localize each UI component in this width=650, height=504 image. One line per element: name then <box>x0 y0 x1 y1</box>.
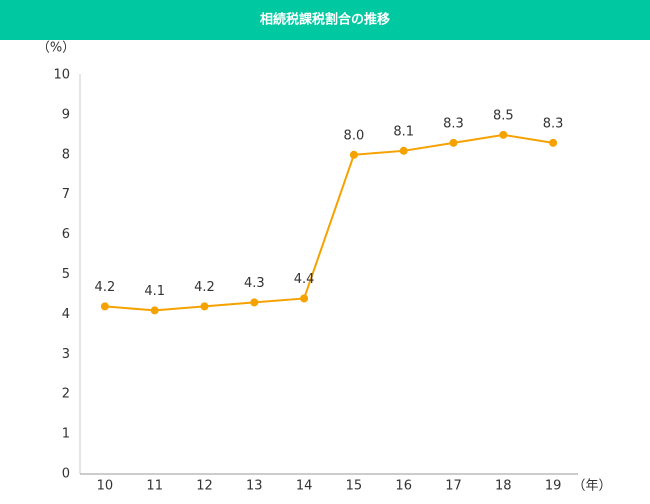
point <box>100 302 109 311</box>
y-tick-label: 8 <box>62 147 70 162</box>
y-tick-label: 6 <box>62 227 70 242</box>
x-tick-label: 13 <box>246 479 263 494</box>
y-tick-label: 5 <box>62 267 70 282</box>
value-label: 8.3 <box>543 116 564 131</box>
y-tick-label: 7 <box>62 187 70 202</box>
y-tick-label: 9 <box>62 107 70 122</box>
value-label: 4.2 <box>95 280 116 295</box>
x-tick-label: 16 <box>395 479 412 494</box>
value-label: 4.1 <box>144 284 165 299</box>
point <box>200 302 209 311</box>
x-tick-label: 11 <box>146 479 163 494</box>
x-tick-label: 12 <box>196 479 213 494</box>
x-tick-label: 18 <box>495 479 512 494</box>
y-tick-label: 4 <box>62 307 70 322</box>
point <box>399 146 408 155</box>
x-tick-label: 19 <box>545 479 562 494</box>
value-label: 4.3 <box>244 276 265 291</box>
x-tick-label: 17 <box>445 479 462 494</box>
y-tick-label: 2 <box>62 387 70 402</box>
value-label: 8.1 <box>393 124 414 139</box>
y-tick-label: 10 <box>53 68 70 83</box>
x-tick-label: 15 <box>346 479 363 494</box>
point <box>349 150 358 159</box>
point <box>549 138 558 147</box>
point <box>449 138 458 147</box>
point <box>250 298 259 307</box>
value-label: 8.3 <box>443 116 464 131</box>
line <box>104 133 554 312</box>
value-label: 8.5 <box>493 108 514 123</box>
x-tick-label: 10 <box>97 479 114 494</box>
value-label: 4.4 <box>294 272 315 287</box>
y-axis-unit: （%） <box>37 41 75 56</box>
value-label: 8.0 <box>344 128 365 143</box>
y-tick-label: 3 <box>62 347 70 362</box>
point <box>150 306 159 315</box>
point <box>499 130 508 139</box>
title-bar <box>0 0 650 40</box>
point <box>300 294 309 303</box>
x-axis-unit: （年） <box>572 479 611 494</box>
y-tick-label: 0 <box>62 467 70 482</box>
chart-title: 相続税課税割合の推移 <box>260 12 390 28</box>
x-tick-label: 14 <box>296 479 313 494</box>
y-tick-label: 1 <box>62 427 70 442</box>
value-label: 4.2 <box>194 280 215 295</box>
